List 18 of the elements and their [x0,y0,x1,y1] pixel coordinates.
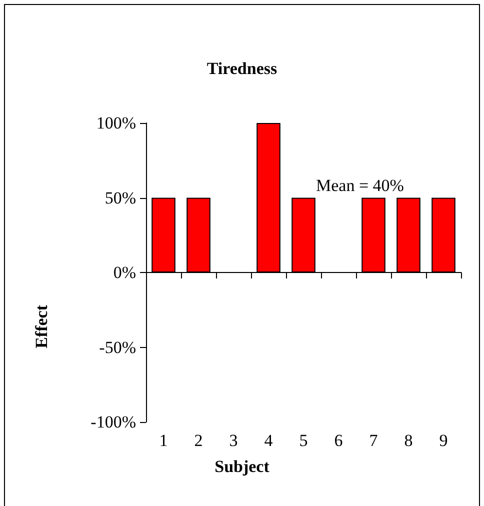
y-tick-label: -100% [90,412,136,432]
y-tick-label: 100% [96,114,136,132]
x-tick-label: 2 [194,431,203,450]
y-axis-title: Effect [32,304,51,348]
x-tick-label: 1 [159,431,168,450]
x-tick-label: 4 [264,431,274,450]
x-tick-label: 7 [369,431,378,450]
x-tick-label: 8 [404,431,413,450]
y-tick-label: 0% [113,263,136,282]
x-tick-label: 5 [299,431,308,450]
x-tick-label: 6 [334,431,343,450]
x-axis-title: Subject [214,457,270,476]
x-tick-label: 3 [229,431,238,450]
annotation: Mean = 40% [316,176,404,195]
y-tick-label: -50% [99,338,136,357]
chart-title: Tiredness [206,59,278,78]
x-tick-label: 9 [439,431,448,450]
y-tick-label: 50% [104,188,136,208]
